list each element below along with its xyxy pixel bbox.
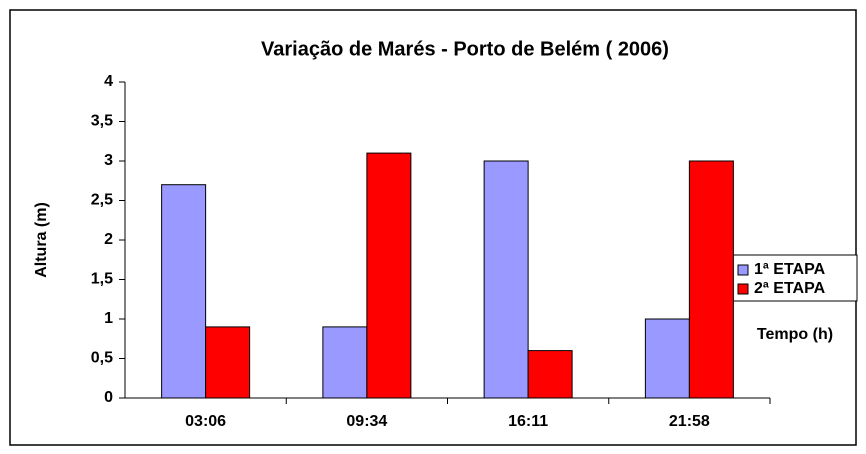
bar: [688, 160, 734, 399]
y-tick-label: 2,5: [91, 192, 113, 209]
bar: [483, 160, 529, 399]
bar: [322, 326, 368, 399]
x-tick-label: 16:11: [508, 413, 548, 430]
legend-swatch: [737, 283, 749, 295]
legend-swatch: [737, 264, 749, 276]
y-tick-label: 2: [104, 231, 113, 248]
y-tick-label: 1: [104, 310, 113, 327]
y-tick-label: 0: [104, 389, 113, 406]
bar: [161, 184, 207, 399]
legend-label: 2ª ETAPA: [754, 280, 826, 297]
bar: [527, 350, 573, 399]
y-tick-label: 1,5: [91, 271, 113, 288]
chart-title: Variação de Marés - Porto de Belém ( 200…: [261, 38, 669, 60]
x-tick-label: 09:34: [346, 413, 387, 430]
y-tick-label: 0,5: [91, 350, 113, 367]
bar: [205, 326, 251, 399]
legend-label: 1ª ETAPA: [754, 261, 826, 278]
y-tick-label: 3: [104, 152, 113, 169]
bar: [366, 152, 412, 399]
bar: [644, 318, 690, 399]
x-tick-label: 21:58: [669, 413, 710, 430]
y-tick-label: 3,5: [91, 113, 113, 130]
legend-box: [729, 254, 858, 302]
x-tick-label: 03:06: [185, 413, 226, 430]
y-axis-label: Altura (m): [33, 202, 50, 278]
x-axis-label: Tempo (h): [757, 326, 833, 343]
y-tick-label: 4: [104, 73, 113, 90]
